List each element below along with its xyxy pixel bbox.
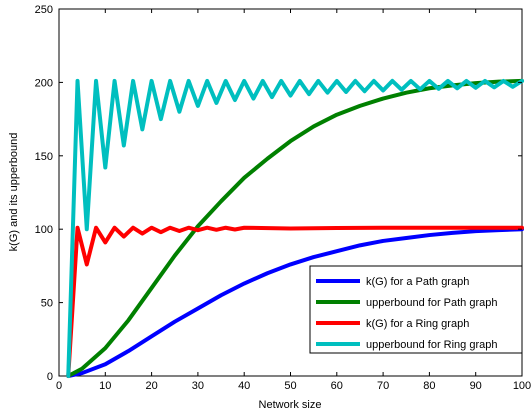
y-tick-label: 200 [35,77,53,89]
x-tick-label: 50 [284,380,296,392]
x-tick-label: 80 [423,380,435,392]
series-line-upperbound-for-path-graph [66,78,524,378]
y-tick-label: 100 [35,224,53,236]
y-tick-label: 0 [47,371,53,383]
series-line-k-g-for-a-path-graph [66,227,524,378]
x-tick-label: 0 [56,380,62,392]
x-tick-label: 40 [238,380,250,392]
legend-label-path-upper: upperbound for Path graph [366,297,498,309]
x-tick-label: 10 [99,380,111,392]
series-line-upperbound-for-ring-graph [66,78,524,378]
x-tick-label: 90 [470,380,482,392]
y-tick-label: 150 [35,151,53,163]
x-tick-label: 30 [192,380,204,392]
legend: k(G) for a Path graph upperbound for Pat… [309,265,523,354]
x-tick-label: 60 [331,380,343,392]
legend-label-path-kg: k(G) for a Path graph [366,276,469,288]
ticks-layer: 0 10 20 30 40 50 60 70 80 90 100 0 50 100 150 200 250 [35,4,532,392]
y-tick-label: 50 [41,298,53,310]
y-tick-label: 250 [35,4,53,16]
y-axis-label: k(G) and its upperbound [8,133,20,252]
legend-label-ring-kg: k(G) for a Ring graph [366,318,469,330]
x-axis-label: Network size [259,399,322,411]
x-tick-label: 20 [145,380,157,392]
legend-label-ring-upper: upperbound for Ring graph [366,339,497,351]
x-tick-label: 100 [513,380,531,392]
series-line-k-g-for-a-ring-graph [66,225,524,378]
x-tick-label: 70 [377,380,389,392]
series-layer [66,78,524,378]
